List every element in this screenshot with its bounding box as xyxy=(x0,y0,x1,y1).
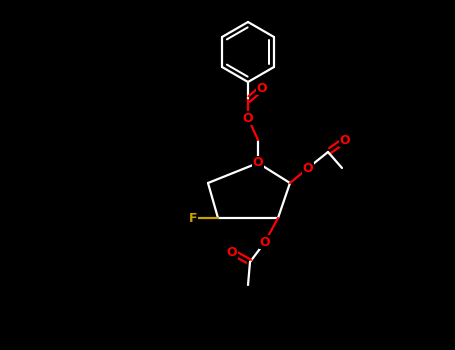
Text: O: O xyxy=(303,161,313,175)
Text: O: O xyxy=(243,112,253,125)
Text: O: O xyxy=(260,236,270,248)
Text: O: O xyxy=(340,133,350,147)
Text: O: O xyxy=(253,156,263,169)
Text: F: F xyxy=(189,211,197,224)
Text: O: O xyxy=(257,82,268,95)
Text: O: O xyxy=(227,245,238,259)
